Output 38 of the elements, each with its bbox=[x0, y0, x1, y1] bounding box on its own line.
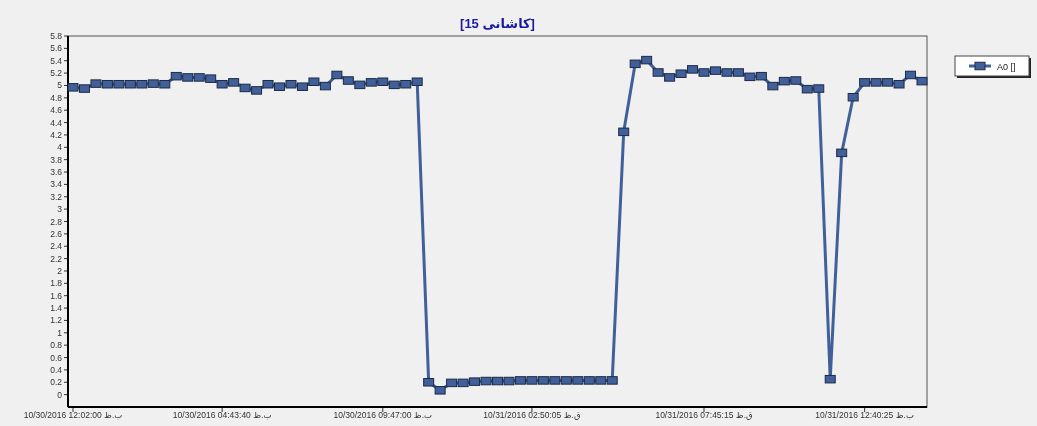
y-tick-label: 4 bbox=[57, 142, 63, 153]
y-tick-label: 5.2 bbox=[50, 68, 63, 79]
y-tick-label: 0.8 bbox=[50, 340, 63, 351]
y-tick-label: 1.2 bbox=[50, 315, 63, 326]
y-tick-label: 0.6 bbox=[50, 352, 63, 363]
y-tick-label: 5 bbox=[57, 80, 63, 91]
y-tick-label: 4.2 bbox=[50, 129, 63, 140]
y-tick-label: 3 bbox=[57, 204, 63, 215]
y-tick-label: 4.6 bbox=[50, 105, 63, 116]
y-tick-label: 3.6 bbox=[50, 167, 63, 178]
x-tick-label: 10/31/2016 02:50:05 ق.ظ bbox=[483, 410, 581, 420]
y-tick-label: 5.6 bbox=[50, 43, 63, 54]
y-tick-label: 5.4 bbox=[50, 55, 63, 66]
y-tick-label: 4.8 bbox=[50, 92, 63, 103]
x-tick-label: 10/30/2016 04:43:40 ب.ظ bbox=[172, 410, 272, 420]
y-tick-label: 3.2 bbox=[50, 191, 63, 202]
x-tick-label: 10/31/2016 07:45:15 ق.ظ bbox=[655, 410, 753, 420]
y-tick-label: 4.4 bbox=[50, 117, 63, 128]
x-tick-label: 10/31/2016 12:40:25 ب.ظ bbox=[815, 410, 914, 420]
y-tick-label: 5.8 bbox=[50, 31, 63, 41]
y-tick-label: 1.8 bbox=[50, 278, 63, 289]
legend-label: A0 [] bbox=[997, 61, 1016, 72]
x-tick-label: 10/30/2016 09:47:00 ب.ظ bbox=[333, 410, 433, 420]
y-tick-label: 2.2 bbox=[50, 253, 63, 264]
y-tick-label: 2 bbox=[57, 265, 63, 276]
x-tick-label: 10/30/2016 12:02:00 ب.ظ bbox=[23, 410, 123, 420]
y-tick-label: 3.4 bbox=[50, 179, 63, 190]
y-tick-label: 2.8 bbox=[50, 216, 63, 227]
y-tick-label: 1.6 bbox=[50, 290, 63, 301]
y-tick-label: 2.4 bbox=[50, 241, 63, 252]
chart-title: [کاشانی 15] bbox=[460, 16, 535, 31]
y-tick-label: 3.8 bbox=[50, 154, 63, 165]
y-tick-label: 1 bbox=[57, 327, 63, 338]
y-tick-label: 0.4 bbox=[50, 364, 63, 375]
y-tick-label: 0 bbox=[57, 389, 63, 400]
y-tick-label: 1.4 bbox=[50, 303, 63, 314]
y-tick-label: 0.2 bbox=[50, 377, 63, 388]
y-tick-label: 2.6 bbox=[50, 228, 63, 239]
